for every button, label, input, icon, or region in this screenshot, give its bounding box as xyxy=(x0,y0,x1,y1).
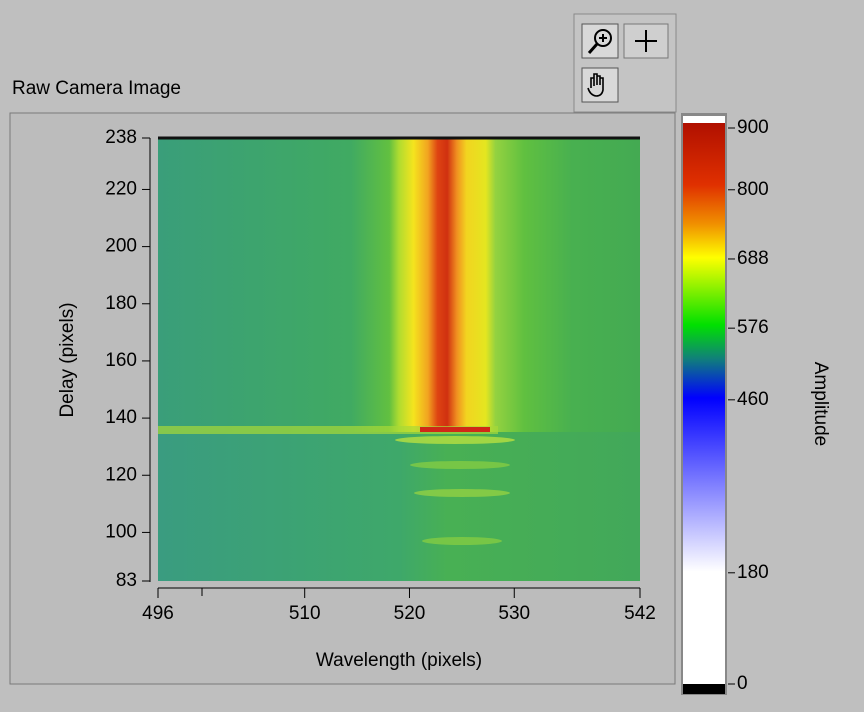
x-tick-label: 496 xyxy=(142,603,174,624)
y-axis-title: Delay (pixels) xyxy=(57,302,78,417)
y-tick-label: 238 xyxy=(105,127,137,148)
zoom-button[interactable] xyxy=(582,24,618,58)
graph-label: Raw Camera Image xyxy=(12,78,181,99)
x-tick-label: 520 xyxy=(394,603,426,624)
y-tick-label: 160 xyxy=(105,350,137,371)
x-tick-label: 530 xyxy=(498,603,530,624)
y-tick-label: 180 xyxy=(105,293,137,314)
color-ramp-overflow xyxy=(683,116,725,123)
y-tick-label: 220 xyxy=(105,178,137,199)
color-ramp xyxy=(683,123,725,684)
color-tick-label: 900 xyxy=(737,117,769,138)
x-axis-title: Wavelength (pixels) xyxy=(316,650,482,671)
intensity-image xyxy=(158,138,640,581)
color-tick-label: 576 xyxy=(737,317,769,338)
intensity-graph-panel: Raw Camera Image Wavelength (pixels) Del… xyxy=(0,0,864,707)
color-tick-label: 460 xyxy=(737,389,769,410)
y-tick-label: 120 xyxy=(105,464,137,485)
y-tick-label: 83 xyxy=(116,570,137,591)
color-tick-label: 800 xyxy=(737,179,769,200)
color-ramp-underflow xyxy=(683,684,725,694)
color-tick-label: 688 xyxy=(737,248,769,269)
y-tick-label: 100 xyxy=(105,521,137,542)
color-tick-label: 180 xyxy=(737,562,769,583)
y-tick-label: 140 xyxy=(105,407,137,428)
pan-button[interactable] xyxy=(582,68,618,102)
color-tick-label: 0 xyxy=(737,673,748,694)
y-tick-label: 200 xyxy=(105,236,137,257)
x-tick-label: 542 xyxy=(624,603,656,624)
color-scale-title: Amplitude xyxy=(810,362,831,447)
cursor-button[interactable] xyxy=(624,24,668,58)
x-tick-label: 510 xyxy=(289,603,321,624)
